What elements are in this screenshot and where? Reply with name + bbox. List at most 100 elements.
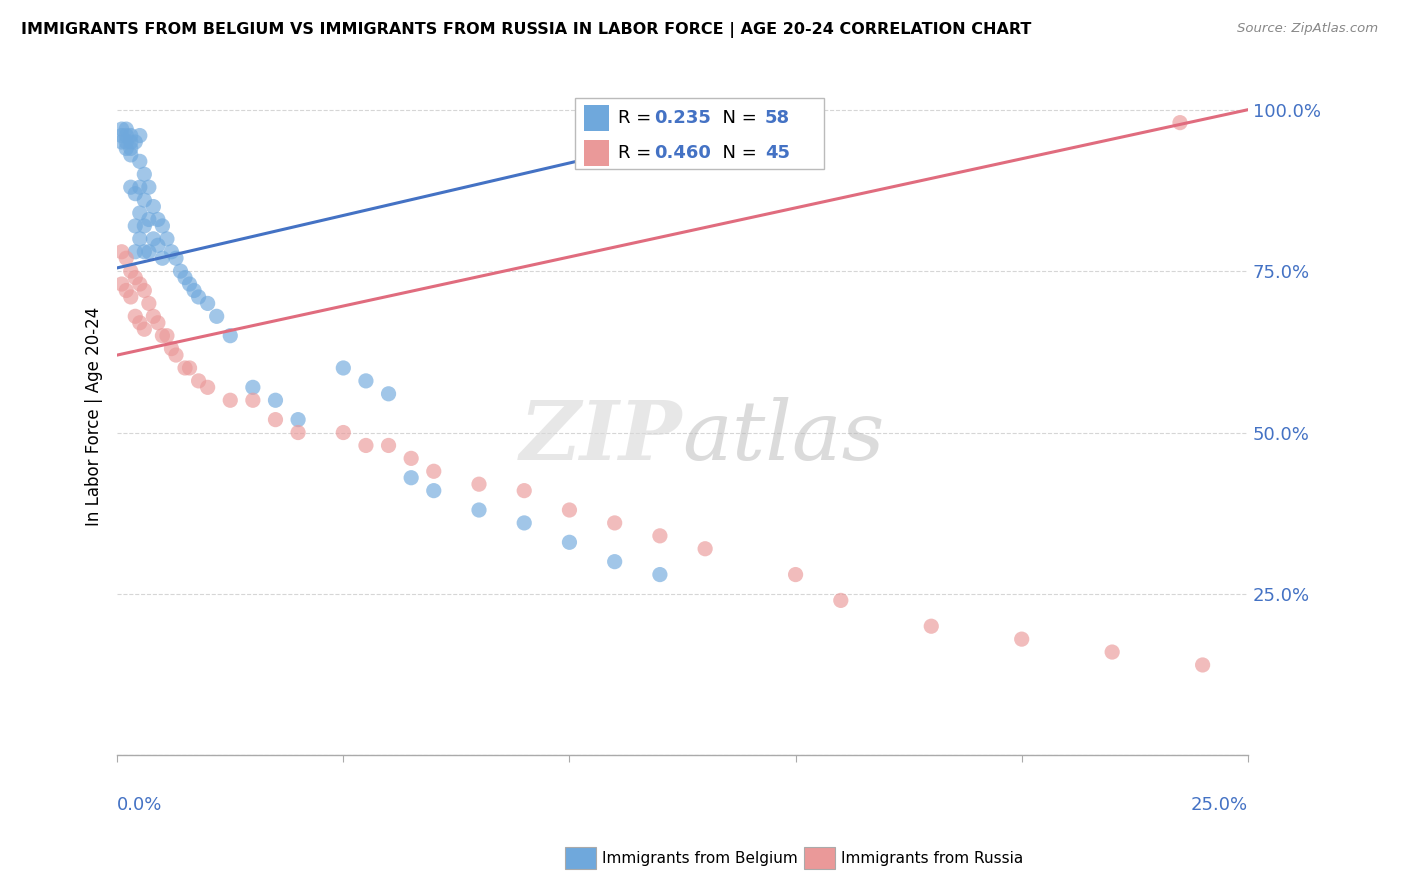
Point: [1101, 645, 1123, 659]
Point: [142, 200, 165, 214]
Point: [120, 148, 142, 162]
Point: [513, 516, 536, 530]
Point: [513, 483, 536, 498]
Bar: [583, 140, 609, 166]
Point: [128, 180, 150, 194]
Point: [423, 464, 446, 478]
Point: [287, 412, 309, 426]
Point: [115, 284, 138, 298]
Y-axis label: In Labor Force | Age 20-24: In Labor Force | Age 20-24: [86, 307, 103, 526]
Point: [332, 361, 354, 376]
Text: 0.0%: 0.0%: [117, 796, 163, 814]
Point: [219, 328, 242, 343]
Text: Immigrants from Russia: Immigrants from Russia: [841, 851, 1024, 865]
Text: R =: R =: [619, 109, 657, 127]
Point: [128, 316, 150, 330]
Point: [399, 451, 422, 466]
Text: ZIP: ZIP: [520, 397, 682, 476]
Point: [1191, 657, 1213, 672]
Point: [242, 380, 264, 394]
Point: [1011, 632, 1033, 647]
Point: [165, 348, 187, 362]
Point: [138, 244, 160, 259]
Point: [187, 290, 209, 304]
Point: [124, 135, 146, 149]
Point: [423, 483, 446, 498]
Point: [156, 232, 179, 246]
Point: [264, 412, 287, 426]
Text: 0.235: 0.235: [654, 109, 711, 127]
Point: [354, 438, 377, 452]
Point: [264, 393, 287, 408]
Point: [138, 212, 160, 227]
Point: [138, 296, 160, 310]
Point: [1168, 115, 1191, 129]
Point: [603, 555, 626, 569]
Point: [115, 128, 138, 143]
Point: [205, 310, 228, 324]
Point: [160, 244, 183, 259]
Text: Immigrants from Belgium: Immigrants from Belgium: [602, 851, 797, 865]
Point: [197, 380, 219, 394]
Point: [152, 251, 174, 265]
Point: [134, 244, 156, 259]
Point: [695, 541, 717, 556]
Point: [120, 141, 142, 155]
Point: [120, 264, 142, 278]
Point: [242, 393, 264, 408]
Text: N =: N =: [711, 109, 762, 127]
Text: 25.0%: 25.0%: [1191, 796, 1249, 814]
Point: [111, 128, 134, 143]
Point: [128, 277, 150, 291]
Point: [138, 180, 160, 194]
Point: [111, 122, 134, 136]
Point: [468, 503, 491, 517]
Point: [128, 154, 150, 169]
Point: [156, 328, 179, 343]
Point: [111, 135, 134, 149]
Point: [399, 471, 422, 485]
Point: [111, 244, 134, 259]
Point: [648, 529, 671, 543]
Point: [648, 567, 671, 582]
Point: [120, 290, 142, 304]
Point: [142, 310, 165, 324]
Point: [120, 135, 142, 149]
Point: [558, 503, 581, 517]
Point: [124, 270, 146, 285]
Point: [920, 619, 942, 633]
Point: [558, 535, 581, 549]
Point: [169, 264, 191, 278]
Point: [160, 342, 183, 356]
Point: [128, 232, 150, 246]
Text: 45: 45: [765, 145, 790, 162]
Point: [111, 277, 134, 291]
Text: Source: ZipAtlas.com: Source: ZipAtlas.com: [1237, 22, 1378, 36]
Point: [152, 219, 174, 233]
Point: [785, 567, 807, 582]
Text: R =: R =: [619, 145, 657, 162]
Bar: [583, 105, 609, 130]
Point: [332, 425, 354, 440]
Point: [287, 425, 309, 440]
Point: [152, 328, 174, 343]
Point: [124, 186, 146, 201]
Point: [124, 244, 146, 259]
Point: [187, 374, 209, 388]
Point: [183, 284, 205, 298]
Point: [124, 219, 146, 233]
Point: [146, 238, 169, 252]
Point: [174, 270, 197, 285]
Point: [128, 128, 150, 143]
Point: [603, 516, 626, 530]
Text: 58: 58: [765, 109, 790, 127]
Point: [174, 361, 197, 376]
Point: [115, 251, 138, 265]
Point: [134, 322, 156, 336]
FancyBboxPatch shape: [575, 98, 824, 169]
Point: [124, 310, 146, 324]
Point: [128, 206, 150, 220]
Point: [134, 193, 156, 207]
Point: [219, 393, 242, 408]
Point: [120, 128, 142, 143]
